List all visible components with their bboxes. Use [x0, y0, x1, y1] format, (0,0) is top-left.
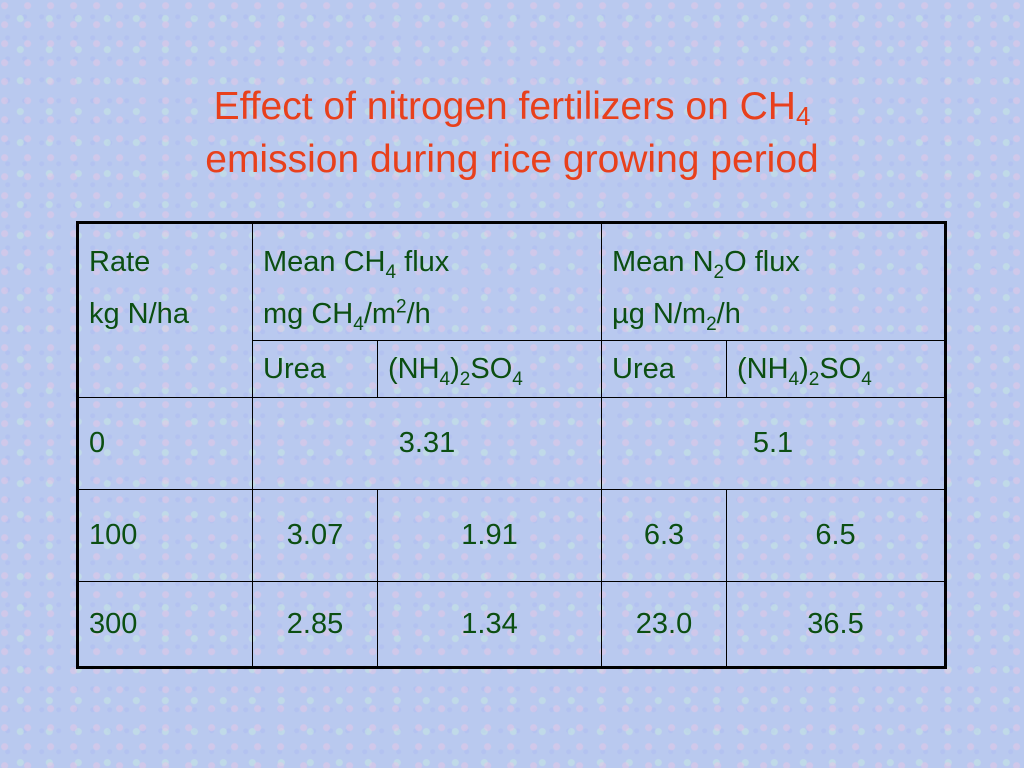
data-table: Rate kg N/ha Mean CH4 flux mg CH4/m2/h M… — [76, 221, 947, 669]
header-text: /h — [406, 298, 431, 330]
subheader-text: SO — [470, 352, 513, 385]
cell: 300 — [77, 581, 253, 668]
cell: 23.0 — [601, 581, 727, 668]
header-text: Rate — [89, 246, 151, 278]
header-cell: Rate kg N/ha — [77, 222, 253, 398]
cell: 6.3 — [601, 489, 727, 582]
subheader-cell: (NH4)2SO4 — [377, 340, 602, 398]
cell: 1.34 — [377, 581, 602, 668]
header-text: flux — [396, 246, 450, 278]
cell: 3.31 — [252, 397, 602, 490]
subscript: 4 — [788, 368, 800, 390]
header-text: O flux — [724, 246, 800, 278]
header-cell: Mean N2O flux µg N/m2/h — [601, 222, 946, 341]
cell: 1.91 — [377, 489, 602, 582]
subheader-text: ) — [799, 352, 809, 385]
subheader-text: Urea — [612, 352, 675, 385]
cell: 6.5 — [726, 489, 946, 582]
header-text: mg CH — [263, 298, 354, 330]
subheader-text: Urea — [263, 352, 326, 385]
cell: 2.85 — [252, 581, 378, 668]
header-text: /m — [363, 298, 397, 330]
header-cell: Mean CH4 flux mg CH4/m2/h — [252, 222, 602, 341]
title-text: emission during rice growing period — [205, 138, 819, 181]
cell: 0 — [77, 397, 253, 490]
subheader-row: Urea (NH4)2SO4 Urea (NH4)2SO4 — [78, 340, 946, 398]
header-text: /h — [716, 298, 741, 330]
subheader-cell: Urea — [601, 340, 727, 398]
header-row: Rate kg N/ha Mean CH4 flux mg CH4/m2/h M… — [77, 222, 946, 398]
subheader-text: SO — [819, 352, 862, 385]
header-text: µg N/m — [612, 298, 707, 330]
title-text: Effect of nitrogen fertilizers on CH — [213, 85, 796, 128]
cell: 5.1 — [601, 397, 946, 490]
data-row: 300 2.85 1.34 23.0 36.5 — [77, 581, 946, 668]
subheader-text: (NH — [737, 352, 789, 385]
subscript: 4 — [353, 313, 364, 335]
subheader-text: (NH — [388, 352, 440, 385]
header-text: Mean N — [612, 246, 714, 278]
cell: 3.07 — [252, 489, 378, 582]
subscript: 2 — [808, 368, 820, 390]
header-text: Mean CH — [263, 246, 386, 278]
subscript: 2 — [706, 313, 717, 335]
header-text: kg N/ha — [89, 298, 189, 330]
title: Effect of nitrogen fertilizers on CH4 em… — [0, 80, 1024, 186]
cell: 36.5 — [726, 581, 946, 668]
data-row: 100 3.07 1.91 6.3 6.5 — [77, 489, 946, 582]
subheader-text: ) — [450, 352, 460, 385]
subscript: 4 — [795, 101, 811, 131]
subscript: 4 — [861, 368, 872, 390]
subheader-cell: (NH4)2SO4 — [726, 340, 946, 398]
subheader-cell: Urea — [252, 340, 378, 398]
subscript: 2 — [713, 261, 725, 283]
data-row: 0 3.31 5.1 — [77, 397, 946, 490]
subscript: 4 — [385, 261, 397, 283]
subscript: 2 — [459, 368, 471, 390]
superscript: 2 — [396, 296, 407, 318]
subscript: 4 — [512, 368, 523, 390]
cell: 100 — [77, 489, 253, 582]
subscript: 4 — [439, 368, 451, 390]
